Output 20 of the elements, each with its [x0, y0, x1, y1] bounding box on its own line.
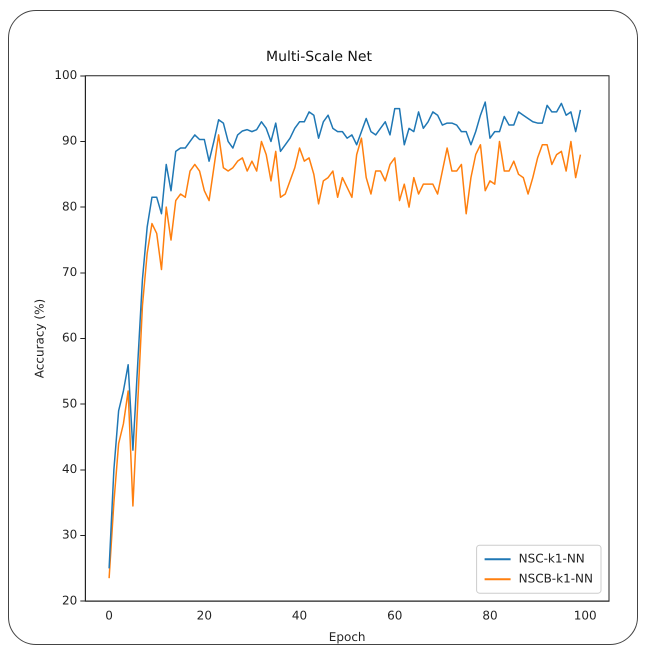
- y-tick-label: 30: [62, 528, 78, 542]
- x-tick-label: 20: [196, 608, 212, 623]
- chart-title: Multi-Scale Net: [266, 49, 372, 66]
- x-tick-label: 80: [482, 608, 498, 623]
- y-tick-label: 70: [62, 264, 78, 279]
- x-tick-label: 0: [105, 608, 113, 623]
- y-tick-label: 50: [62, 396, 78, 410]
- y-tick-label: 80: [62, 199, 78, 214]
- y-axis-title: Accuracy (%): [32, 298, 46, 378]
- y-tick-label: 60: [62, 330, 78, 345]
- x-tick-label: 40: [292, 608, 308, 623]
- y-tick-label: 40: [62, 462, 78, 476]
- x-tick-label: 60: [387, 608, 402, 623]
- legend-label: NSC-k1-NN: [518, 551, 585, 566]
- legend-label: NSCB-k1-NN: [518, 571, 594, 586]
- y-tick-label: 100: [54, 68, 78, 82]
- x-axis-title: Epoch: [328, 630, 366, 644]
- y-tick-label: 90: [62, 134, 78, 148]
- y-tick-label: 20: [62, 593, 78, 608]
- x-tick-label: 100: [574, 608, 597, 623]
